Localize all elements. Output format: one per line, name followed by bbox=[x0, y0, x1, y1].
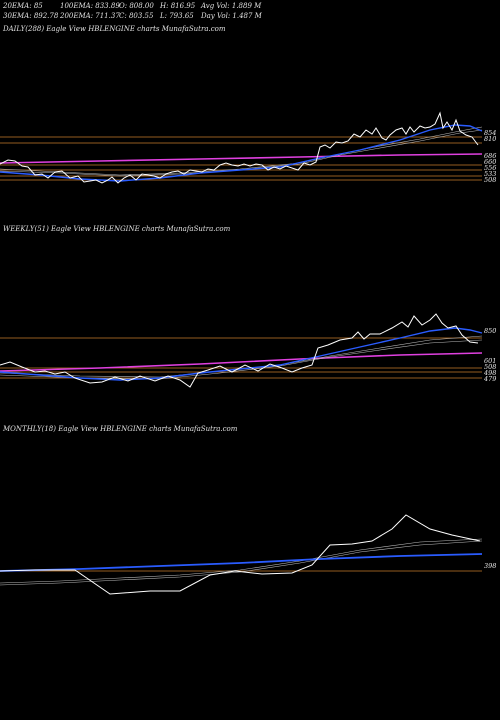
ema20-label: 20EMA: 85 bbox=[3, 2, 43, 10]
y-tick-label: 601 bbox=[484, 357, 496, 365]
monthly-price-line bbox=[0, 514, 481, 595]
daily-sr-lines bbox=[0, 136, 482, 181]
ema100-label: 100EMA: 833.89 bbox=[60, 2, 120, 10]
y-tick-label: 556 bbox=[484, 164, 496, 172]
daily-price-line bbox=[0, 111, 479, 184]
daily-ema-gray-1 bbox=[0, 129, 483, 177]
daily-y-ticks: 854 810 686 660 556 533 508 bbox=[484, 129, 496, 184]
y-tick-label: 479 bbox=[483, 375, 496, 383]
y-tick-label: 508 bbox=[484, 176, 496, 184]
weekly-price-line bbox=[0, 313, 479, 388]
avg-volume-label: Avg Vol: 1.889 M bbox=[201, 2, 262, 10]
y-tick-label: 854 bbox=[484, 129, 496, 137]
monthly-ema-blue bbox=[0, 553, 483, 572]
y-tick-label: 850 bbox=[484, 327, 496, 335]
monthly-ema-gray-1 bbox=[0, 538, 483, 584]
daily-ema-gray-2 bbox=[0, 126, 483, 176]
close-label: C: 803.55 bbox=[119, 12, 154, 20]
weekly-chart: 850 601 508 498 479 bbox=[0, 313, 496, 388]
daily-ema-magenta bbox=[0, 153, 483, 164]
daily-chart: 854 810 686 660 556 533 508 bbox=[0, 111, 496, 184]
monthly-panel-title: MONTHLY(18) Eagle View HBLENGINE charts … bbox=[3, 425, 238, 433]
day-volume-label: Day Vol: 1.487 M bbox=[201, 12, 262, 20]
y-tick-label: 508 bbox=[484, 363, 496, 371]
daily-panel-title: DAILY(288) Eagle View HBLENGINE charts M… bbox=[3, 25, 226, 33]
daily-ema-blue bbox=[0, 124, 483, 182]
y-tick-label: 533 bbox=[484, 170, 496, 178]
monthly-chart: 398 bbox=[0, 514, 496, 595]
weekly-y-ticks: 850 601 508 498 479 bbox=[483, 327, 496, 383]
open-label: O: 808.00 bbox=[119, 2, 154, 10]
weekly-ema-gray-2 bbox=[0, 339, 483, 380]
weekly-panel-title: WEEKLY(51) Eagle View HBLENGINE charts M… bbox=[3, 225, 231, 233]
y-tick-label: 660 bbox=[484, 158, 496, 166]
weekly-sr-lines bbox=[0, 337, 482, 379]
low-label: L: 793.65 bbox=[160, 12, 194, 20]
ema30-label: 30EMA: 892.78 bbox=[3, 12, 59, 20]
high-label: H: 816.95 bbox=[160, 2, 196, 10]
ema200-label: 200EMA: 711.37 bbox=[60, 12, 120, 20]
y-tick-label: 810 bbox=[484, 135, 496, 143]
weekly-ema-blue bbox=[0, 327, 483, 381]
y-tick-label: 498 bbox=[483, 369, 496, 377]
weekly-ema-magenta bbox=[0, 352, 483, 372]
y-tick-label: 686 bbox=[484, 152, 496, 160]
y-tick-label: 398 bbox=[484, 562, 496, 570]
